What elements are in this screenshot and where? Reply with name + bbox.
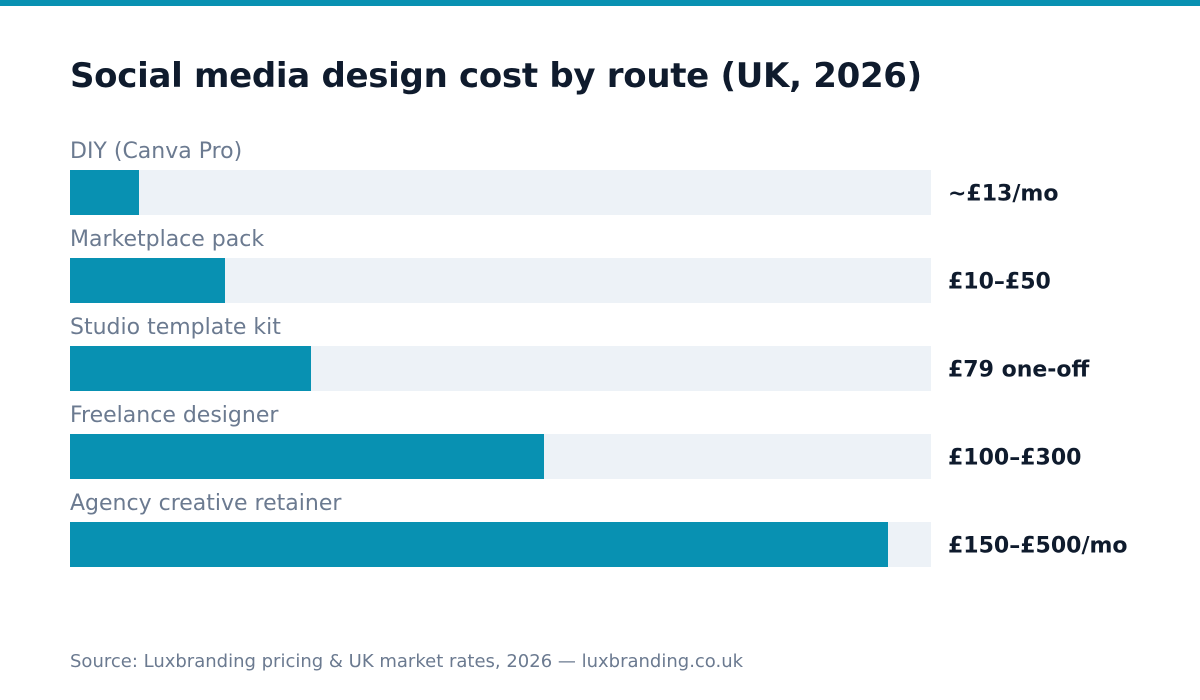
bar [70, 258, 225, 303]
bar [70, 170, 139, 215]
chart-title: Social media design cost by route (UK, 2… [70, 56, 922, 96]
bar-track [70, 170, 931, 215]
value-label: £150–£500/mo [948, 534, 1128, 559]
source-note: Source: Luxbranding pricing & UK market … [70, 651, 744, 672]
value-label: ~£13/mo [948, 182, 1058, 207]
value-label: £79 one-off [948, 358, 1091, 383]
value-label: £100–£300 [948, 446, 1081, 471]
bar [70, 434, 544, 479]
category-label: Studio template kit [70, 315, 281, 340]
top-accent-bar [0, 0, 1200, 6]
category-label: Marketplace pack [70, 227, 264, 252]
category-label: Freelance designer [70, 403, 279, 428]
bar [70, 522, 888, 567]
bar [70, 346, 311, 391]
category-label: Agency creative retainer [70, 491, 342, 516]
category-label: DIY (Canva Pro) [70, 139, 242, 164]
value-label: £10–£50 [948, 270, 1051, 295]
